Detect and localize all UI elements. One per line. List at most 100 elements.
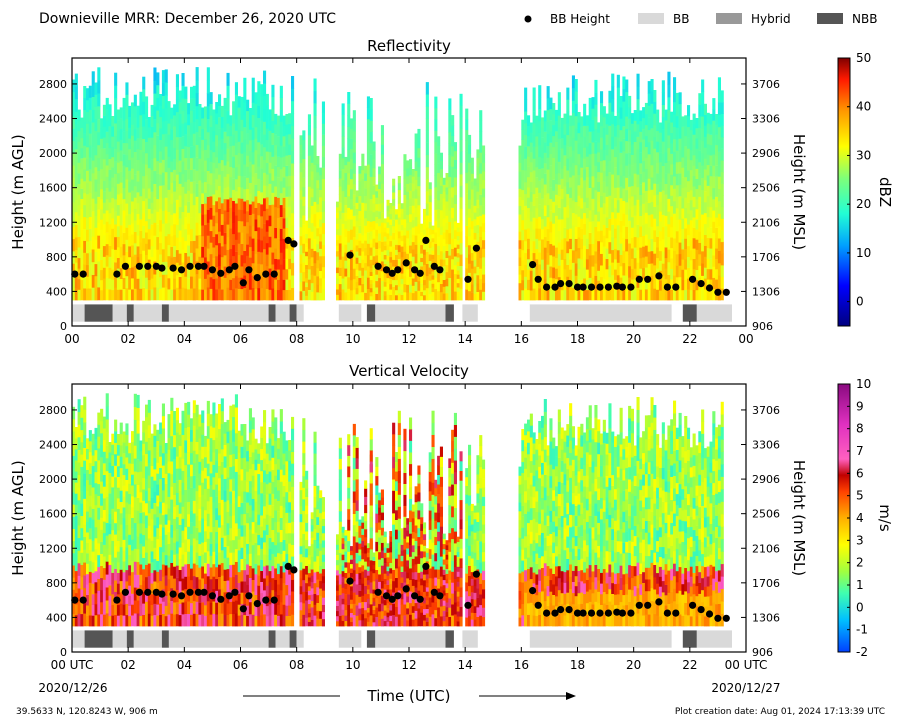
heatmap-cell: [86, 459, 90, 470]
heatmap-cell: [389, 240, 393, 247]
heatmap-cell: [321, 233, 325, 246]
heatmap-cell: [712, 165, 716, 177]
heatmap-cell: [476, 166, 480, 175]
heatmap-cell: [136, 497, 140, 511]
heatmap-cell: [678, 173, 682, 185]
heatmap-cell: [411, 169, 415, 177]
heatmap-cell: [338, 153, 342, 163]
heatmap-cell: [350, 128, 354, 139]
heatmap-cell: [313, 226, 317, 239]
heatmap-cell: [161, 415, 165, 429]
heatmap-cell: [375, 216, 379, 224]
heatmap-cell: [187, 439, 191, 452]
heatmap-cell: [661, 92, 665, 105]
heatmap-cell: [521, 199, 525, 211]
heatmap-cell: [145, 466, 149, 479]
heatmap-cell: [184, 86, 188, 99]
heatmap-cell: [378, 225, 382, 234]
heatmap-cell: [369, 287, 373, 293]
heatmap-cell: [133, 231, 137, 244]
heatmap-cell: [543, 257, 547, 269]
heatmap-cell: [307, 258, 311, 270]
heatmap-cell: [605, 134, 609, 145]
heatmap-cell: [420, 244, 424, 250]
heatmap-cell: [173, 446, 177, 460]
heatmap-cell: [128, 534, 132, 545]
heatmap-cell: [319, 197, 323, 205]
heatmap-cell: [105, 120, 109, 132]
heatmap-cell: [187, 476, 191, 490]
heatmap-cell: [265, 116, 269, 129]
bb-height-point: [557, 280, 565, 288]
heatmap-cell: [560, 259, 564, 270]
heatmap-cell: [156, 186, 160, 200]
heatmap-cell: [406, 230, 410, 239]
heatmap-cell: [583, 169, 587, 181]
heatmap-cell: [100, 290, 104, 301]
y-tick-label: 800: [46, 251, 67, 264]
heatmap-cell: [133, 393, 137, 407]
heatmap-cell: [557, 207, 561, 220]
heatmap-cell: [153, 248, 157, 262]
heatmap-cell: [636, 149, 640, 163]
heatmap-cell: [277, 259, 281, 270]
heatmap-cell: [574, 91, 578, 104]
heatmap-cell: [97, 196, 101, 210]
heatmap-cell: [529, 221, 533, 232]
heatmap-cell: [268, 173, 272, 184]
heatmap-cell: [72, 226, 76, 240]
heatmap-cell: [439, 152, 443, 162]
heatmap-cell: [215, 531, 219, 544]
heatmap-cell: [321, 278, 325, 290]
heatmap-cell: [156, 198, 160, 212]
heatmap-cell: [131, 113, 135, 125]
heatmap-cell: [470, 228, 474, 238]
heatmap-cell: [263, 185, 267, 199]
heatmap-cell: [608, 288, 612, 301]
heatmap-cell: [706, 227, 710, 238]
heatmap-cell: [74, 603, 78, 616]
heatmap-cell: [77, 236, 81, 248]
heatmap-cell: [201, 566, 205, 579]
heatmap-cell: [664, 141, 668, 153]
heatmap-cell: [206, 563, 210, 577]
heatmap-cell: [423, 279, 427, 286]
heatmap-cell: [417, 176, 421, 187]
heatmap-cell: [364, 165, 368, 174]
heatmap-cell: [538, 121, 542, 134]
heatmap-cell: [206, 132, 210, 146]
heatmap-cell: [709, 186, 713, 197]
heatmap-cell: [476, 224, 480, 234]
heatmap-cell: [689, 280, 693, 291]
heatmap-cell: [307, 145, 311, 156]
heatmap-cell: [206, 513, 210, 527]
heatmap-cell: [425, 251, 429, 264]
heatmap-cell: [156, 224, 160, 238]
heatmap-cell: [91, 497, 95, 509]
heatmap-cell: [591, 108, 595, 120]
heatmap-cell: [423, 254, 427, 260]
heatmap-cell: [136, 433, 140, 447]
heatmap-cell: [715, 114, 719, 125]
heatmap-cell: [653, 101, 657, 114]
heatmap-cell: [611, 224, 615, 238]
heatmap-cell: [80, 429, 84, 443]
heatmap-cell: [347, 92, 351, 104]
heatmap-cell: [198, 125, 202, 137]
heatmap-cell: [647, 227, 651, 240]
heatmap-cell: [701, 214, 705, 227]
heatmap-cell: [226, 161, 230, 175]
heatmap-cell: [254, 288, 258, 301]
heatmap-cell: [105, 561, 109, 575]
heatmap-cell: [347, 103, 351, 116]
heatmap-cell: [114, 173, 118, 187]
heatmap-cell: [159, 535, 163, 548]
heatmap-cell: [187, 168, 191, 180]
heatmap-cell: [571, 100, 575, 114]
bb-height-point: [618, 283, 627, 291]
heatmap-cell: [114, 98, 118, 111]
heatmap-cell: [116, 194, 120, 206]
heatmap-cell: [209, 242, 213, 255]
heatmap-cell: [218, 527, 222, 540]
heatmap-cell: [91, 71, 95, 85]
